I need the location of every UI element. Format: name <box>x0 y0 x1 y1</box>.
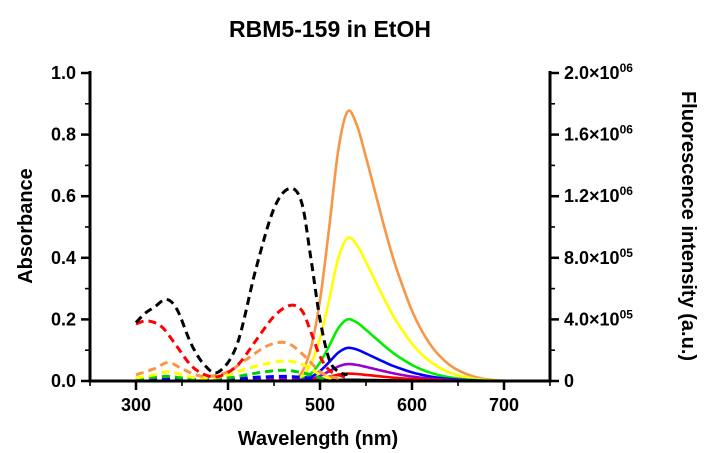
x-tick-label: 400 <box>213 395 243 415</box>
absorbance-line-6 <box>134 186 349 377</box>
absorbance-line-4 <box>135 340 339 380</box>
y2-axis-label: Fluorescence intensity (a.u.) <box>677 91 699 361</box>
chart-title: RBM5-159 in EtOH <box>229 16 431 42</box>
y2-tick-label: 1.2×1006 <box>564 184 633 206</box>
y-tick-label: 0.0 <box>51 371 76 391</box>
y2-tick-label: 1.6×1006 <box>564 123 633 145</box>
fluorescence-line-2 <box>292 317 505 383</box>
absorbance-line-5 <box>135 303 349 380</box>
x-tick-label: 600 <box>397 395 427 415</box>
y-tick-label: 0.2 <box>51 309 76 329</box>
y-tick-label: 0.8 <box>51 125 76 145</box>
x-tick-label: 500 <box>305 395 335 415</box>
axes: 0.0 0.2 0.4 0.6 0.8 1.0 0 4.0×1005 8.0×1005 1.2×1… <box>51 61 633 415</box>
fluorescence-line-0 <box>291 109 505 383</box>
y2-tick-label: 4.0×1005 <box>564 307 633 329</box>
fluorescence-line-1 <box>291 236 505 383</box>
y-axis-label: Absorbance <box>15 168 37 284</box>
y2-tick-label: 0 <box>564 371 574 391</box>
y2-tick-label: 2.0×1006 <box>564 61 633 83</box>
x-axis-label: Wavelength (nm) <box>238 428 398 450</box>
fluorescence-series-group <box>291 109 505 383</box>
absorbance-line-3 <box>135 359 339 381</box>
y-tick-label: 0.4 <box>51 248 76 268</box>
y2-tick-label: 8.0×1005 <box>564 246 633 268</box>
y-tick-label: 0.6 <box>51 186 76 206</box>
y-tick-label: 1.0 <box>51 63 76 83</box>
x-tick-label: 700 <box>489 395 519 415</box>
x-tick-label: 300 <box>121 395 151 415</box>
absorbance-line-2 <box>135 368 330 382</box>
absorbance-line-1 <box>135 374 330 382</box>
